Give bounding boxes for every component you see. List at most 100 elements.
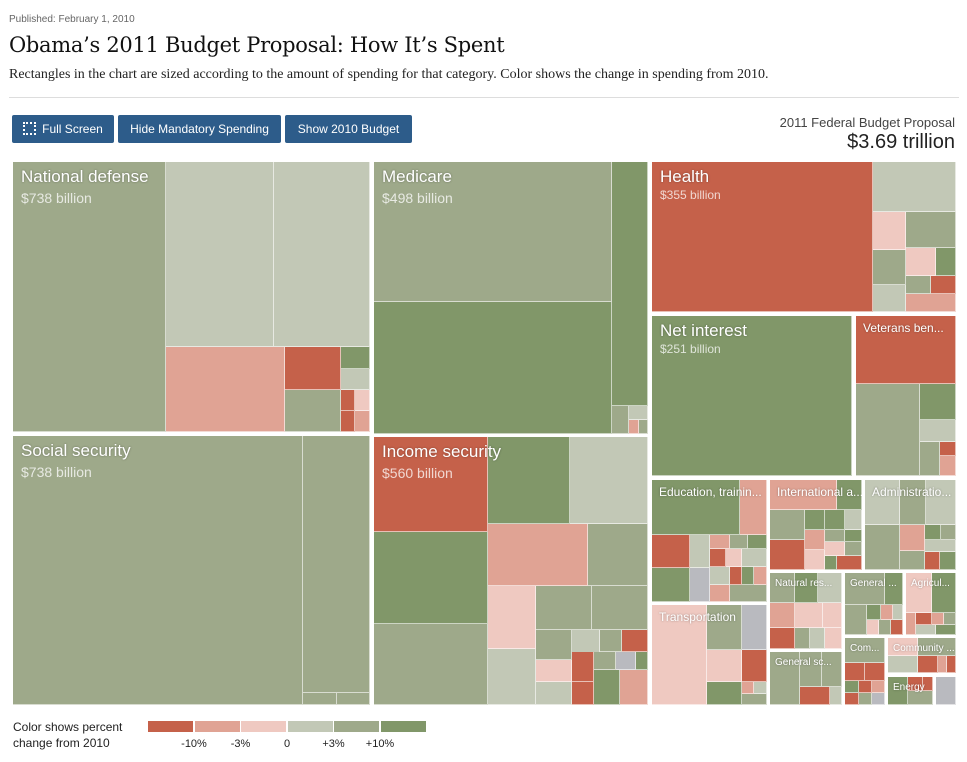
treemap-subcategory[interactable] (822, 652, 842, 687)
treemap-category[interactable]: Administratio... (865, 480, 956, 570)
treemap-subcategory[interactable] (932, 613, 944, 625)
treemap-subcategory[interactable] (652, 316, 852, 476)
treemap-subcategory[interactable] (940, 552, 956, 570)
hide-mandatory-button[interactable]: Hide Mandatory Spending (118, 115, 281, 143)
treemap-subcategory[interactable] (730, 535, 748, 549)
treemap-subcategory[interactable] (936, 625, 956, 635)
treemap-subcategory[interactable] (845, 510, 862, 530)
treemap-subcategory[interactable] (770, 510, 805, 540)
treemap-subcategory[interactable] (920, 384, 956, 420)
treemap-subcategory[interactable] (612, 406, 629, 434)
treemap-subcategory[interactable] (947, 656, 956, 673)
treemap-subcategory[interactable] (622, 630, 648, 652)
treemap-subcategory[interactable] (867, 605, 881, 620)
treemap-subcategory[interactable] (925, 525, 941, 540)
treemap-subcategory[interactable] (730, 585, 767, 602)
treemap-subcategory[interactable] (629, 420, 639, 434)
treemap-subcategory[interactable] (845, 605, 867, 635)
treemap-subcategory[interactable] (845, 663, 865, 681)
treemap-subcategory[interactable] (856, 384, 920, 476)
treemap-subcategory[interactable] (908, 677, 923, 691)
treemap-category[interactable]: Medicare $498 billion (374, 162, 648, 434)
treemap-subcategory[interactable] (770, 540, 805, 570)
treemap-category[interactable]: Com... (845, 638, 885, 705)
treemap-subcategory[interactable] (888, 677, 908, 705)
treemap-subcategory[interactable] (572, 682, 594, 705)
treemap-subcategory[interactable] (845, 693, 859, 705)
treemap-subcategory[interactable] (742, 549, 767, 567)
treemap-subcategory[interactable] (636, 652, 648, 670)
treemap-subcategory[interactable] (612, 162, 648, 406)
treemap-subcategory[interactable] (845, 638, 885, 663)
treemap-subcategory[interactable] (742, 650, 767, 682)
treemap-subcategory[interactable] (893, 605, 903, 620)
treemap-subcategory[interactable] (770, 573, 795, 603)
treemap-subcategory[interactable] (742, 694, 767, 705)
treemap-category[interactable]: Health $355 billion (652, 162, 956, 312)
treemap-category[interactable]: Community ... (888, 638, 956, 673)
treemap-subcategory[interactable] (825, 530, 845, 542)
treemap-subcategory[interactable] (629, 406, 648, 420)
treemap-subcategory[interactable] (872, 693, 885, 705)
treemap-subcategory[interactable] (536, 682, 572, 705)
treemap-category[interactable]: Net interest $251 billion (652, 316, 852, 476)
treemap-subcategory[interactable] (742, 567, 754, 585)
treemap-subcategory[interactable] (918, 638, 956, 656)
treemap-subcategory[interactable] (925, 552, 940, 570)
treemap-subcategory[interactable] (918, 656, 938, 673)
treemap-subcategory[interactable] (341, 390, 355, 411)
treemap-subcategory[interactable] (865, 480, 900, 525)
treemap-subcategory[interactable] (845, 573, 885, 605)
treemap-subcategory[interactable] (873, 162, 956, 212)
treemap-subcategory[interactable] (873, 212, 906, 250)
treemap-subcategory[interactable] (873, 250, 906, 285)
treemap-subcategory[interactable] (726, 549, 742, 567)
treemap-subcategory[interactable] (488, 586, 536, 649)
treemap-subcategory[interactable] (488, 649, 536, 705)
treemap-subcategory[interactable] (805, 530, 825, 550)
treemap-subcategory[interactable] (865, 525, 900, 570)
full-screen-button[interactable]: Full Screen (12, 115, 114, 143)
treemap-subcategory[interactable] (740, 480, 767, 535)
treemap-subcategory[interactable] (931, 276, 956, 294)
treemap-subcategory[interactable] (888, 656, 918, 673)
treemap-subcategory[interactable] (837, 556, 862, 570)
treemap-subcategory[interactable] (916, 625, 936, 635)
treemap-subcategory[interactable] (881, 605, 893, 620)
treemap-subcategory[interactable] (830, 687, 842, 705)
treemap-subcategory[interactable] (488, 524, 588, 586)
treemap-subcategory[interactable] (166, 347, 285, 432)
treemap-subcategory[interactable] (825, 542, 845, 556)
treemap-subcategory[interactable] (710, 585, 730, 602)
treemap-subcategory[interactable] (888, 638, 918, 656)
treemap-subcategory[interactable] (845, 542, 862, 556)
treemap-subcategory[interactable] (652, 568, 690, 602)
treemap-subcategory[interactable] (900, 551, 925, 570)
treemap-subcategory[interactable] (600, 630, 622, 652)
treemap-subcategory[interactable] (770, 652, 800, 705)
treemap-subcategory[interactable] (823, 603, 842, 628)
treemap-category[interactable]: Income security $560 billion (374, 437, 648, 705)
treemap-subcategory[interactable] (285, 390, 341, 432)
treemap-subcategory[interactable] (845, 530, 862, 542)
treemap-category[interactable]: International a... (770, 480, 862, 570)
treemap-subcategory[interactable] (825, 556, 837, 570)
treemap-subcategory[interactable] (690, 535, 710, 568)
treemap-subcategory[interactable] (770, 480, 837, 510)
treemap-subcategory[interactable] (906, 573, 932, 613)
treemap-subcategory[interactable] (908, 691, 933, 705)
treemap-subcategory[interactable] (488, 437, 570, 524)
treemap-subcategory[interactable] (825, 510, 845, 530)
treemap-subcategory[interactable] (932, 573, 956, 613)
treemap-subcategory[interactable] (818, 573, 842, 603)
treemap-subcategory[interactable] (374, 162, 612, 302)
treemap-category[interactable]: General sc... (770, 652, 842, 705)
treemap-subcategory[interactable] (592, 586, 648, 630)
treemap-category[interactable]: General ... (845, 573, 903, 635)
treemap-subcategory[interactable] (938, 656, 947, 673)
treemap-subcategory[interactable] (710, 535, 730, 549)
treemap-subcategory[interactable] (770, 603, 795, 628)
treemap-subcategory[interactable] (873, 285, 906, 312)
treemap-subcategory[interactable] (936, 248, 956, 276)
treemap-subcategory[interactable] (374, 532, 488, 624)
